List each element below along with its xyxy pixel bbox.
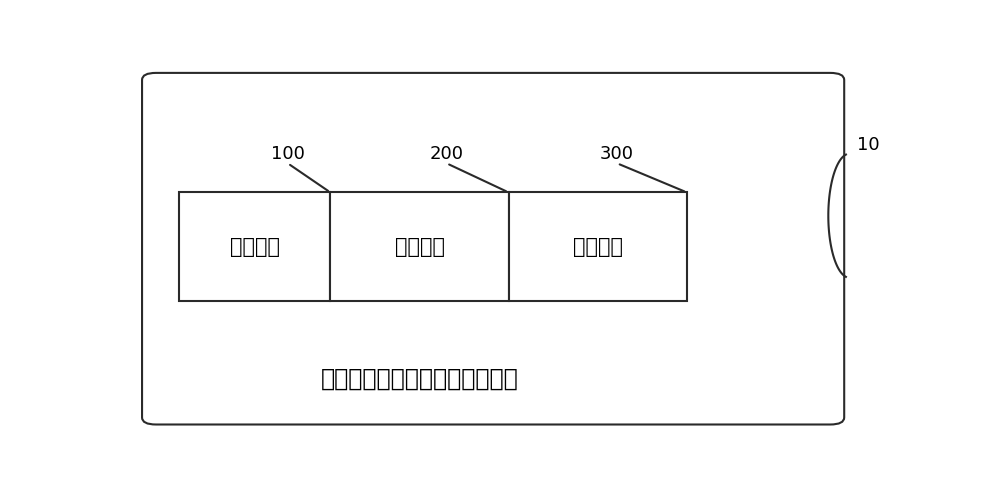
FancyBboxPatch shape bbox=[142, 73, 844, 424]
Text: 测量模块: 测量模块 bbox=[394, 237, 444, 257]
Text: 高效的大规模单向延迟测量装置: 高效的大规模单向延迟测量装置 bbox=[321, 367, 518, 391]
Text: 消除模块: 消除模块 bbox=[573, 237, 623, 257]
Text: 200: 200 bbox=[430, 145, 464, 163]
Bar bbox=[509, 193, 687, 301]
Text: 同步模块: 同步模块 bbox=[230, 237, 280, 257]
Text: 300: 300 bbox=[600, 145, 634, 163]
Text: 100: 100 bbox=[271, 145, 305, 163]
Bar bbox=[330, 193, 509, 301]
Bar bbox=[179, 193, 330, 301]
Text: 10: 10 bbox=[857, 136, 880, 154]
